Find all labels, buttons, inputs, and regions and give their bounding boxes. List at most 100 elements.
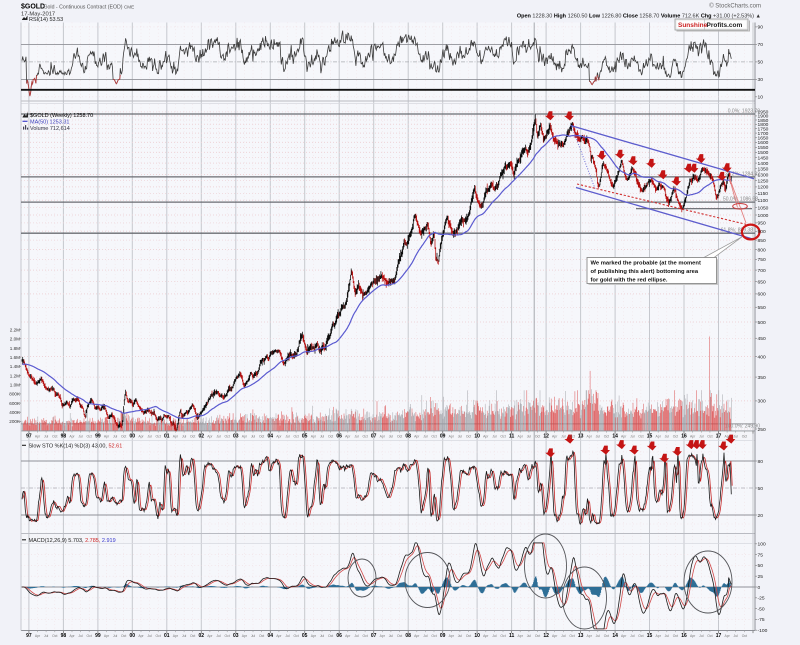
svg-text:Oct: Oct bbox=[673, 434, 678, 438]
svg-text:for gold with the red ellipse.: for gold with the red ellipse. bbox=[591, 277, 668, 283]
svg-text:200K: 200K bbox=[9, 419, 21, 424]
svg-text:97: 97 bbox=[26, 633, 32, 639]
svg-text:Oct: Oct bbox=[293, 634, 298, 638]
svg-text:Apr: Apr bbox=[138, 434, 144, 438]
svg-text:Jul: Jul bbox=[561, 634, 566, 638]
svg-text:Jul: Jul bbox=[113, 434, 118, 438]
svg-text:99: 99 bbox=[95, 633, 101, 639]
svg-text:25: 25 bbox=[758, 574, 764, 580]
svg-text:03: 03 bbox=[233, 633, 239, 639]
svg-text:Apr: Apr bbox=[518, 634, 524, 638]
svg-text:20: 20 bbox=[758, 513, 764, 519]
svg-text:50: 50 bbox=[758, 60, 764, 66]
svg-text:Oct: Oct bbox=[707, 434, 712, 438]
svg-text:Jul: Jul bbox=[44, 434, 49, 438]
svg-text:30: 30 bbox=[758, 77, 764, 83]
svg-text:Apr: Apr bbox=[380, 434, 386, 438]
svg-text:Oct: Oct bbox=[362, 634, 367, 638]
svg-text:14: 14 bbox=[612, 633, 618, 639]
svg-text:97: 97 bbox=[26, 433, 32, 439]
svg-text:38.2%: 1284.32: 38.2%: 1284.32 bbox=[725, 171, 760, 177]
svg-text:Apr: Apr bbox=[587, 634, 593, 638]
svg-text:15: 15 bbox=[647, 433, 653, 439]
svg-text:Apr: Apr bbox=[311, 634, 317, 638]
svg-text:Apr: Apr bbox=[724, 634, 730, 638]
svg-text:Oct: Oct bbox=[397, 634, 402, 638]
svg-text:Apr: Apr bbox=[380, 634, 386, 638]
svg-text:09: 09 bbox=[440, 433, 446, 439]
svg-text:Jul: Jul bbox=[699, 434, 704, 438]
svg-text:Jul: Jul bbox=[216, 434, 221, 438]
svg-text:Oct: Oct bbox=[362, 434, 367, 438]
svg-text:50.0%: 1086.68: 50.0%: 1086.68 bbox=[723, 197, 758, 203]
svg-text:Apr: Apr bbox=[656, 634, 662, 638]
svg-text:Oct: Oct bbox=[535, 634, 540, 638]
svg-text:Jul: Jul bbox=[354, 434, 359, 438]
svg-text:Apr: Apr bbox=[656, 434, 662, 438]
svg-text:Jul: Jul bbox=[492, 634, 497, 638]
svg-text:Oct: Oct bbox=[535, 434, 540, 438]
svg-text:1900: 1900 bbox=[758, 114, 769, 120]
svg-text:Apr: Apr bbox=[173, 434, 179, 438]
svg-text:Jul: Jul bbox=[78, 434, 83, 438]
svg-text:900: 900 bbox=[758, 229, 766, 235]
svg-text:Apr: Apr bbox=[621, 634, 627, 638]
svg-text:Oct: Oct bbox=[431, 634, 436, 638]
svg-text:Oct: Oct bbox=[156, 434, 161, 438]
svg-text:Sunshine: Sunshine bbox=[678, 22, 708, 29]
svg-text:Apr: Apr bbox=[621, 434, 627, 438]
svg-text:1100: 1100 bbox=[758, 198, 769, 204]
svg-text:600K: 600K bbox=[9, 401, 21, 406]
svg-text:50: 50 bbox=[758, 563, 764, 569]
svg-text:61.8%: 889.38: 61.8%: 889.38 bbox=[721, 228, 753, 234]
svg-text:1.2M: 1.2M bbox=[10, 373, 20, 378]
svg-text:1400: 1400 bbox=[758, 161, 769, 167]
svg-text:Oct: Oct bbox=[500, 434, 505, 438]
svg-text:1250: 1250 bbox=[758, 178, 769, 184]
svg-text:100.0%: 249.90: 100.0%: 249.90 bbox=[725, 424, 760, 430]
svg-text:1750: 1750 bbox=[758, 126, 769, 132]
svg-text:400K: 400K bbox=[9, 410, 21, 415]
svg-text:04: 04 bbox=[268, 433, 274, 439]
svg-text:10: 10 bbox=[474, 633, 480, 639]
svg-text:Jul: Jul bbox=[147, 634, 152, 638]
svg-text:1850: 1850 bbox=[758, 118, 769, 124]
svg-text:Jul: Jul bbox=[527, 434, 532, 438]
svg-text:MA(50) 1253.31: MA(50) 1253.31 bbox=[30, 119, 69, 125]
svg-text:1500: 1500 bbox=[758, 150, 769, 156]
svg-text:Apr: Apr bbox=[414, 634, 420, 638]
svg-text:$GOLD: $GOLD bbox=[21, 4, 45, 11]
svg-text:14: 14 bbox=[612, 433, 618, 439]
svg-text:50: 50 bbox=[758, 486, 764, 492]
svg-text:Oct: Oct bbox=[259, 634, 264, 638]
svg-text:1550: 1550 bbox=[758, 145, 769, 151]
svg-text:Apr: Apr bbox=[276, 434, 282, 438]
svg-text:Volume 712,614: Volume 712,614 bbox=[30, 126, 70, 132]
svg-text:0.0%: 1923.70: 0.0%: 1923.70 bbox=[728, 108, 760, 114]
svg-text:Open 1228.30 High 1260.50 Low: Open 1228.30 High 1260.50 Low 1226.80 Cl… bbox=[517, 14, 761, 20]
svg-text:Oct: Oct bbox=[190, 634, 195, 638]
svg-text:Jul: Jul bbox=[492, 434, 497, 438]
svg-text:Oct: Oct bbox=[604, 634, 609, 638]
svg-text:98: 98 bbox=[61, 633, 67, 639]
svg-text:90: 90 bbox=[758, 25, 764, 31]
svg-text:400: 400 bbox=[758, 354, 766, 360]
svg-text:10: 10 bbox=[758, 95, 764, 101]
svg-text:Oct: Oct bbox=[638, 434, 643, 438]
svg-text:550: 550 bbox=[758, 305, 766, 311]
svg-text:Jul: Jul bbox=[216, 634, 221, 638]
svg-text:Apr: Apr bbox=[449, 434, 455, 438]
svg-text:Apr: Apr bbox=[483, 634, 489, 638]
svg-text:09: 09 bbox=[440, 633, 446, 639]
svg-text:02: 02 bbox=[199, 633, 205, 639]
svg-text:Jul: Jul bbox=[630, 434, 635, 438]
svg-text:00: 00 bbox=[130, 433, 136, 439]
svg-text:Apr: Apr bbox=[311, 434, 317, 438]
svg-text:Oct: Oct bbox=[121, 434, 126, 438]
svg-text:05: 05 bbox=[302, 633, 308, 639]
svg-text:01: 01 bbox=[164, 633, 170, 639]
svg-text:Apr: Apr bbox=[345, 634, 351, 638]
svg-text:250: 250 bbox=[758, 427, 766, 433]
svg-text:of publishing this alert) bott: of publishing this alert) bottoming area bbox=[591, 269, 699, 275]
svg-text:16: 16 bbox=[681, 633, 687, 639]
